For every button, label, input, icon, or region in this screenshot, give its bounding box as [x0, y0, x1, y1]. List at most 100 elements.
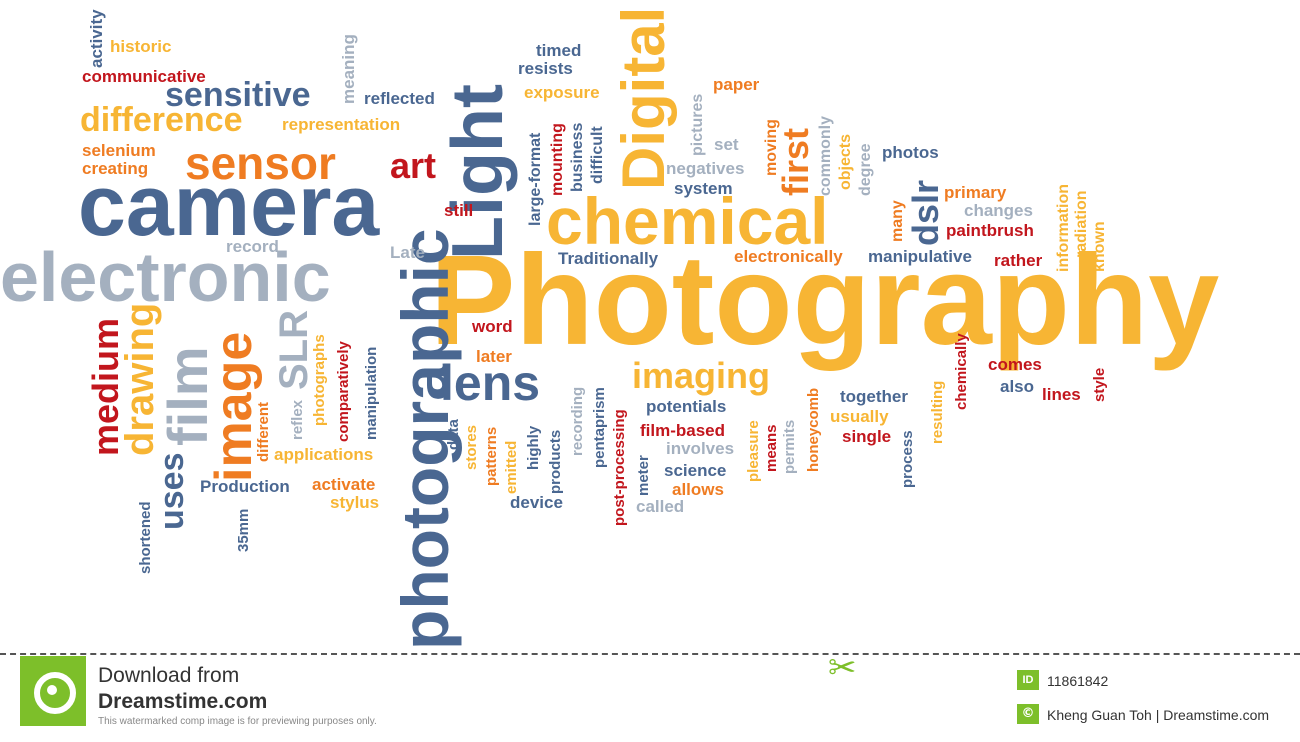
word: device — [510, 493, 563, 512]
word: record — [226, 237, 279, 256]
id-badge: ID — [1017, 670, 1039, 690]
word: primary — [944, 183, 1007, 202]
word: large-format — [527, 132, 544, 226]
word: image — [205, 331, 263, 482]
word: representation — [282, 115, 401, 134]
word: pictures — [689, 93, 706, 156]
word: data — [445, 419, 462, 450]
word: system — [674, 179, 733, 198]
dreamstime-logo-icon — [20, 656, 86, 726]
word: selenium — [82, 141, 156, 160]
word: stores — [463, 424, 480, 470]
word: business — [569, 122, 586, 192]
word: 35mm — [235, 508, 252, 552]
word: comparatively — [335, 341, 352, 442]
image-id: 11861842 — [1047, 673, 1109, 689]
word: many — [889, 200, 906, 242]
word: science — [664, 461, 727, 480]
word: potentials — [646, 397, 727, 416]
word: paintbrush — [946, 221, 1034, 240]
word: activity — [87, 9, 106, 68]
word: Traditionally — [558, 249, 659, 268]
word: sensor — [185, 137, 336, 189]
word: paper — [713, 75, 760, 94]
word: electronic — [0, 238, 331, 316]
word: negatives — [666, 159, 745, 178]
word: honeycomb — [805, 387, 822, 472]
word: manipulation — [363, 346, 380, 440]
disclaimer: This watermarked comp image is for previ… — [98, 716, 377, 727]
word: together — [840, 387, 908, 406]
word: called — [636, 497, 685, 516]
word: involves — [666, 439, 735, 458]
word: applications — [274, 445, 374, 464]
word: difference — [80, 101, 243, 139]
word: photos — [882, 143, 939, 162]
word: stylus — [330, 493, 380, 512]
watermark-footer: Download from Dreamstime.com This waterm… — [0, 656, 1300, 742]
word: reflex — [289, 399, 306, 440]
word: known — [1091, 221, 1108, 272]
word: photographs — [311, 334, 328, 426]
word: highly — [525, 425, 542, 470]
word: degree — [857, 143, 874, 196]
word: later — [476, 347, 512, 366]
word: pleasure — [745, 420, 762, 482]
word: recording — [569, 386, 586, 456]
copyright-badge: © — [1017, 704, 1039, 724]
word: commonly — [817, 115, 834, 196]
word: imaging — [632, 355, 771, 396]
word: single — [842, 427, 892, 446]
word: difficult — [589, 126, 606, 184]
word: information — [1055, 184, 1072, 272]
word: lines — [1042, 385, 1081, 404]
word: medium — [85, 317, 126, 456]
word: chemically — [953, 333, 970, 410]
word: first — [775, 127, 816, 196]
word: communicative — [82, 67, 206, 86]
word: rather — [994, 251, 1043, 270]
word: different — [255, 402, 272, 462]
word: dslr — [905, 179, 946, 246]
word: Production — [200, 477, 290, 496]
word: creating — [82, 159, 149, 178]
word: emitted — [503, 440, 520, 494]
word: permits — [781, 419, 798, 474]
word: patterns — [483, 426, 500, 486]
credit-line: Kheng Guan Toh | Dreamstime.com — [1047, 707, 1270, 723]
word: still — [444, 201, 474, 220]
word: also — [1000, 377, 1035, 396]
word: resists — [518, 59, 573, 78]
word: sensitive — [165, 76, 311, 114]
word: products — [547, 429, 564, 494]
word: pentaprism — [591, 387, 608, 468]
word: moving — [763, 119, 780, 176]
word: radiation — [1073, 190, 1090, 258]
word: usually — [830, 407, 889, 426]
word: Late — [390, 243, 425, 262]
word: meter — [635, 455, 652, 496]
word: comes — [988, 355, 1042, 374]
word: SLR — [272, 310, 316, 390]
word: chemical — [546, 184, 829, 258]
download-line2: Dreamstime.com — [98, 690, 268, 713]
word: changes — [964, 201, 1033, 220]
word: resulting — [929, 380, 946, 444]
word: style — [1091, 367, 1108, 402]
word: film-based — [640, 421, 726, 440]
word: objects — [837, 133, 854, 190]
word: post-processing — [611, 409, 628, 526]
word: exposure — [524, 83, 600, 102]
word: camera — [78, 158, 380, 254]
word: Digital — [610, 6, 677, 190]
cut-line — [0, 653, 1300, 655]
word: word — [472, 317, 513, 336]
word: process — [899, 430, 916, 488]
word: art — [390, 145, 437, 186]
word: lens — [440, 355, 541, 411]
word: meaning — [339, 34, 358, 104]
download-line1: Download from — [98, 664, 240, 687]
word: mounting — [549, 123, 566, 196]
word-cloud: Photography camera electronic chemical L… — [0, 6, 1219, 650]
word: reflected — [364, 89, 435, 108]
